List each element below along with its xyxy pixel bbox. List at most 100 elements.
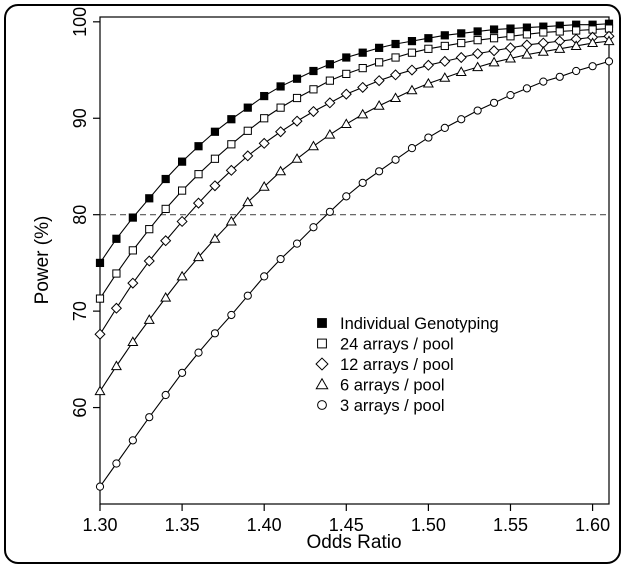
data-point: [407, 144, 417, 153]
data-point: [587, 37, 599, 48]
data-point: [192, 251, 205, 262]
data-point: [260, 272, 269, 281]
data-point: [243, 291, 252, 300]
data-point: [358, 178, 367, 187]
x-axis-title: Odds Ratio: [306, 532, 401, 551]
data-point: [210, 329, 220, 338]
data-point: [554, 43, 566, 53]
series-4: [95, 57, 614, 491]
data-point: [161, 390, 170, 400]
data-point: [94, 385, 106, 396]
series-line: [99, 35, 610, 335]
data-point: [194, 142, 203, 151]
data-point: [275, 165, 287, 176]
data-point: [309, 223, 318, 232]
data-point: [406, 84, 418, 95]
data-point: [406, 64, 418, 76]
data-point: [489, 34, 499, 43]
data-point: [455, 51, 467, 64]
data-point: [145, 225, 154, 234]
data-point: [291, 115, 303, 127]
series-line: [99, 28, 610, 299]
data-point: [489, 25, 499, 34]
data-point: [488, 56, 500, 67]
data-point: [424, 44, 433, 53]
data-point: [110, 302, 122, 314]
x-tick-label: 1.40: [247, 515, 282, 535]
x-tick-label: 1.50: [411, 515, 446, 535]
data-point: [309, 66, 318, 76]
data-point: [160, 291, 172, 302]
data-point: [324, 128, 336, 139]
data-point: [440, 41, 449, 51]
data-point: [309, 85, 318, 94]
series-1: [95, 24, 614, 303]
legend-marker: [317, 400, 327, 410]
data-point: [457, 115, 466, 124]
data-point: [227, 140, 236, 149]
data-point: [342, 192, 351, 201]
data-point: [276, 103, 285, 112]
data-point: [440, 31, 449, 40]
x-tick-label: 1.30: [82, 515, 117, 535]
data-point: [358, 64, 367, 73]
data-point: [176, 215, 188, 228]
data-point: [128, 436, 137, 445]
data-point: [145, 194, 154, 203]
data-point: [292, 239, 302, 248]
data-point: [95, 294, 105, 303]
data-point: [522, 23, 532, 32]
data-point: [177, 157, 187, 166]
data-point: [506, 24, 515, 33]
data-point: [506, 32, 515, 41]
data-point: [177, 186, 187, 195]
data-point: [258, 181, 270, 191]
data-point: [112, 234, 121, 243]
data-point: [588, 62, 597, 71]
data-point: [457, 38, 466, 48]
data-point: [325, 60, 334, 69]
data-point: [422, 77, 434, 88]
y-tick-label: 60: [70, 398, 90, 418]
power-chart: 1.30 1.35 1.40 1.45 1.50 1.55 1.6060708090100 …: [32, 7, 615, 551]
data-point: [539, 77, 548, 86]
legend-label: 3 arrays / pool: [340, 397, 445, 415]
data-point: [439, 72, 451, 82]
data-point: [473, 106, 482, 115]
data-point: [342, 53, 351, 62]
x-tick-label: 1.45: [329, 515, 364, 535]
data-point: [243, 126, 252, 135]
data-point: [210, 154, 220, 163]
data-point: [424, 133, 433, 142]
data-point: [455, 66, 467, 76]
data-point: [572, 66, 581, 76]
data-point: [504, 42, 517, 54]
legend-label: 12 arrays / pool: [340, 356, 454, 374]
data-point: [358, 48, 367, 57]
data-point: [604, 57, 614, 66]
data-point: [522, 84, 532, 93]
data-point: [325, 207, 334, 216]
data-point: [521, 48, 533, 59]
data-point: [391, 53, 400, 62]
legend-marker: [315, 357, 329, 371]
plot-area-border: [99, 16, 610, 505]
data-point: [177, 368, 187, 377]
data-point: [110, 360, 122, 371]
data-point: [258, 137, 270, 149]
data-point: [340, 118, 352, 129]
data-point: [242, 196, 254, 207]
data-point: [555, 27, 564, 36]
data-point: [407, 37, 417, 46]
data-point: [391, 155, 400, 164]
data-point: [357, 81, 369, 93]
y-axis-title: Power (%): [32, 216, 53, 305]
data-point: [275, 126, 287, 138]
data-point: [373, 100, 385, 110]
data-point: [276, 82, 285, 91]
data-point: [260, 114, 269, 123]
data-point: [570, 40, 582, 50]
data-point: [603, 35, 615, 46]
data-point: [292, 93, 302, 103]
series-3: [94, 35, 615, 396]
